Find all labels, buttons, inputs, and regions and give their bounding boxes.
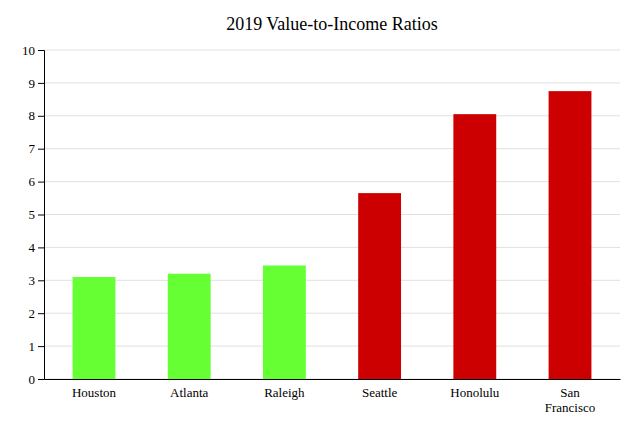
x-tick: Honolulu (450, 385, 500, 400)
y-tick-label: 7 (29, 141, 36, 156)
plot-area: 0 1 2 3 4 5 6 7 8 9 10 Houston Atlanta Raleigh Seattle… (22, 43, 621, 416)
bar (73, 277, 116, 379)
y-tick-label: 4 (29, 240, 36, 255)
y-tick-mark (38, 247, 44, 248)
x-tick-label: Raleigh (264, 385, 305, 400)
bar (453, 114, 496, 379)
grid-line (44, 379, 620, 380)
grid-line (44, 115, 620, 116)
grid-line (44, 181, 620, 182)
x-tick-label-line: Honolulu (450, 385, 500, 400)
x-tick-label-line: San (560, 385, 580, 400)
y-tick: 5 (29, 207, 45, 222)
chart-title: 2019 Value-to-Income Ratios (226, 14, 438, 34)
grid-line (44, 148, 620, 149)
bar (358, 193, 401, 379)
y-tick: 2 (29, 306, 45, 321)
grid-line (44, 280, 620, 281)
y-tick: 8 (29, 108, 45, 123)
x-tick: SanFrancisco (545, 385, 596, 415)
y-tick: 4 (29, 240, 45, 255)
bar (263, 265, 306, 379)
grid-line (44, 247, 620, 248)
y-tick-label: 0 (29, 372, 36, 387)
y-tick-label: 6 (29, 174, 36, 189)
grid-line (44, 214, 620, 215)
y-tick: 6 (29, 174, 45, 189)
y-tick-label: 5 (29, 207, 36, 222)
bar (168, 274, 211, 379)
grid-line (44, 346, 620, 347)
y-tick: 9 (29, 76, 45, 91)
x-tick-label: Atlanta (170, 385, 208, 400)
chart-svg: 0 1 2 3 4 5 6 7 8 9 10 Houston Atlanta Raleigh Seattle… (0, 0, 640, 441)
x-tick-label: SanFrancisco (545, 385, 596, 415)
x-tick-label-line: Seattle (362, 385, 398, 400)
grid-line (44, 82, 620, 83)
x-tick-label-line: Houston (72, 385, 117, 400)
x-tick: Houston (72, 385, 117, 400)
y-tick-label: 10 (22, 43, 35, 58)
y-axis: 0 1 2 3 4 5 6 7 8 9 10 (22, 43, 45, 387)
grid-line (44, 313, 620, 314)
x-tick-label-line: Atlanta (170, 385, 208, 400)
y-tick-label: 2 (29, 306, 36, 321)
y-tick: 3 (29, 273, 45, 288)
y-axis-line (38, 51, 45, 380)
y-tick-mark (38, 116, 44, 117)
bars (73, 91, 592, 379)
y-tick-label: 9 (29, 76, 36, 91)
y-tick-mark (38, 182, 44, 183)
x-axis: Houston Atlanta Raleigh Seattle Honolulu SanF… (45, 380, 621, 416)
x-tick: Raleigh (264, 385, 305, 400)
y-tick-label: 8 (29, 108, 36, 123)
y-tick-mark (38, 379, 44, 380)
y-tick-mark (38, 83, 44, 84)
x-tick-label: Honolulu (450, 385, 500, 400)
y-tick: 0 (29, 372, 45, 387)
x-tick: Atlanta (170, 385, 208, 400)
x-tick-label-line: Raleigh (264, 385, 305, 400)
chart-container: 0 1 2 3 4 5 6 7 8 9 10 Houston Atlanta Raleigh Seattle… (0, 0, 640, 441)
grid-line (44, 50, 620, 51)
y-tick-mark (38, 346, 44, 347)
y-tick-mark (38, 313, 44, 314)
y-tick: 10 (22, 43, 44, 58)
x-tick-label: Houston (72, 385, 117, 400)
y-tick-mark (38, 280, 44, 281)
bar (549, 91, 592, 379)
y-tick-label: 3 (29, 273, 36, 288)
x-tick-label-line: Francisco (545, 400, 596, 415)
x-axis-line (45, 379, 621, 380)
y-tick: 1 (29, 339, 45, 354)
y-tick-mark (38, 50, 44, 51)
y-tick-label: 1 (29, 339, 36, 354)
y-tick-mark (38, 149, 44, 150)
grid (44, 50, 620, 379)
y-tick: 7 (29, 141, 45, 156)
x-tick-label: Seattle (362, 385, 398, 400)
x-tick: Seattle (362, 385, 398, 400)
y-tick-mark (38, 215, 44, 216)
